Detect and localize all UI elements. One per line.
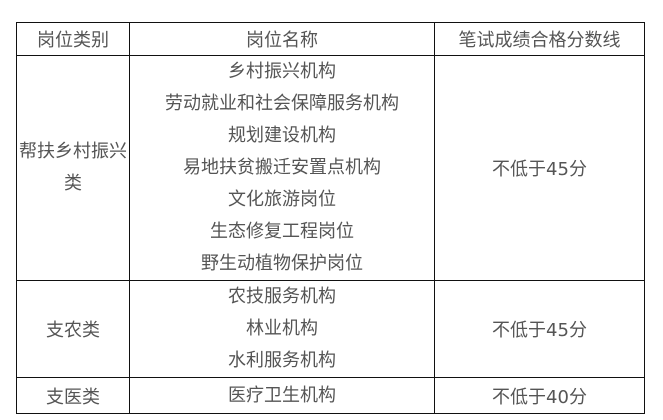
positions-cell: 农技服务机构 林业机构 水利服务机构 xyxy=(129,280,435,378)
position-item: 生态修复工程岗位 xyxy=(210,221,354,242)
header-position: 岗位名称 xyxy=(129,22,435,56)
position-item: 水利服务机构 xyxy=(228,350,336,371)
position-item: 野生动植物保护岗位 xyxy=(201,253,363,274)
position-item: 林业机构 xyxy=(246,318,318,339)
positions-cell: 医疗卫生机构 xyxy=(129,377,435,414)
category-cell: 支医类 xyxy=(16,377,130,414)
positions-cell: 乡村振兴机构 劳动就业和社会保障服务机构 规划建设机构 易地扶贫搬迁安置点机构 … xyxy=(129,55,435,281)
score-line-cell: 不低于40分 xyxy=(434,377,645,414)
table-row: 支医类 医疗卫生机构 不低于40分 xyxy=(16,377,645,414)
position-item: 农技服务机构 xyxy=(228,286,336,307)
position-item: 易地扶贫搬迁安置点机构 xyxy=(183,157,381,178)
table-row: 帮扶乡村振兴类 乡村振兴机构 劳动就业和社会保障服务机构 规划建设机构 易地扶贫… xyxy=(16,55,645,281)
score-line-cell: 不低于45分 xyxy=(434,55,645,281)
position-item: 劳动就业和社会保障服务机构 xyxy=(165,93,399,114)
category-cell: 支农类 xyxy=(16,280,130,378)
position-item: 乡村振兴机构 xyxy=(228,61,336,82)
header-score-line: 笔试成绩合格分数线 xyxy=(434,22,645,56)
header-row: 岗位类别 岗位名称 笔试成绩合格分数线 xyxy=(16,22,645,56)
category-cell: 帮扶乡村振兴类 xyxy=(16,55,130,281)
score-table: 岗位类别 岗位名称 笔试成绩合格分数线 帮扶乡村振兴类 乡村振兴机构 劳动就业和… xyxy=(16,22,645,414)
table-row: 支农类 农技服务机构 林业机构 水利服务机构 不低于45分 xyxy=(16,280,645,378)
position-item: 医疗卫生机构 xyxy=(228,384,336,406)
position-item: 文化旅游岗位 xyxy=(228,189,336,210)
score-line-cell: 不低于45分 xyxy=(434,280,645,378)
category-text: 帮扶乡村振兴类 xyxy=(19,141,127,194)
header-category: 岗位类别 xyxy=(16,22,130,56)
position-item: 规划建设机构 xyxy=(228,125,336,146)
